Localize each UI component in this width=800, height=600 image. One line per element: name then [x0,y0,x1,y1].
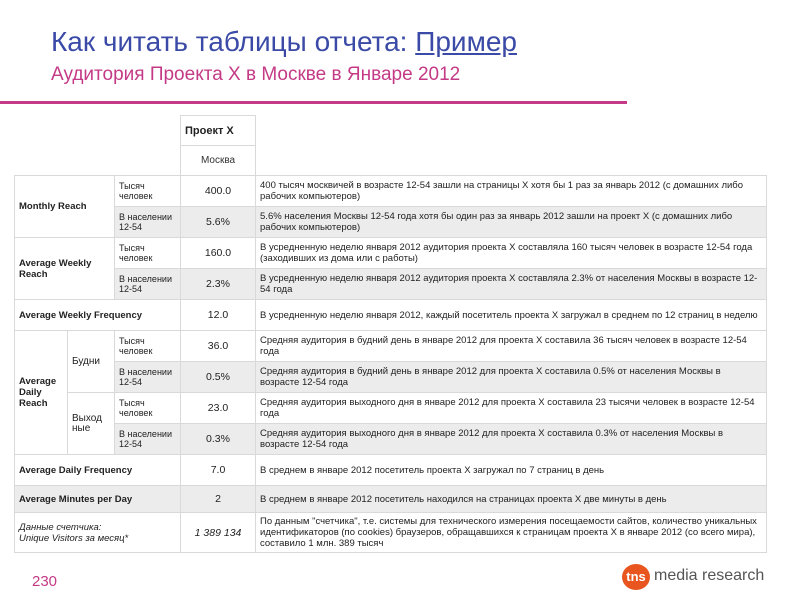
table-row: Данные счетчика: Unique Visitors за меся… [13,512,768,553]
counter-label-line1: Данные счетчика: [19,521,102,533]
description-cell: 5.6% населения Москвы 12-54 года хотя бы… [255,206,768,238]
example-link[interactable]: Пример [415,26,517,57]
description-cell: Средняя аудитория выходного дня в январе… [255,423,768,455]
table-row: В населении 12-54 5.6% 5.6% населения Мо… [15,206,768,238]
unit-label: В населении 12-54 [113,268,182,300]
title-divider [0,101,627,104]
description-cell: В усредненную неделю января 2012 аудитор… [255,268,768,300]
value-cell: 2.3% [180,268,257,300]
table-row: Average Weekly Frequency 12.0 В усреднен… [13,299,768,331]
description-cell: По данным "счетчика", т.е. системы для т… [255,512,768,553]
metric-label: Average Weekly Reach [14,237,115,300]
metric-label: Average Daily Reach [14,330,68,455]
unit-label: Тысяч человек [113,175,182,207]
header-row-project: Проект X [15,115,767,146]
value-cell: 23.0 [180,392,257,424]
table-row: Average Weekly Reach Тысяч человек 160.0… [14,237,768,300]
table-row: Average Daily Reach Будни Тысяч человек … [14,330,768,455]
description-cell: В усредненную неделю января 2012, каждый… [255,299,768,331]
description-cell: Средняя аудитория в будний день в январе… [255,330,768,362]
day-type-label: Выход ные [67,392,115,455]
page-title: Как читать таблицы отчета: Пример [51,26,517,58]
metric-label: Monthly Reach [14,175,115,238]
description-cell: Средняя аудитория в будний день в январе… [255,361,768,393]
value-cell: 400.0 [180,175,257,207]
description-cell: В усредненную неделю января 2012 аудитор… [255,237,768,269]
report-table: Проект X Москва Monthly Reach Тысяч чело… [13,115,768,553]
table-row: Выход ные Тысяч человек 23.0 Средняя ауд… [15,392,768,455]
day-type-label: Будни [67,330,115,393]
description-cell: Средняя аудитория выходного дня в январе… [255,392,768,424]
description-cell: 400 тысяч москвичей в возрасте 12-54 заш… [255,175,768,207]
unit-label: Тысяч человек [113,330,182,362]
value-cell: 12.0 [180,299,257,331]
logo-text: media research [654,567,765,584]
description-cell: В среднем в январе 2012 посетитель проек… [255,454,768,486]
page-subtitle: Аудитория Проекта X в Москве в Январе 20… [51,64,461,85]
unit-label: В населении 12-54 [113,361,182,393]
table-row: Average Minutes per Day 2 В среднем в ян… [13,485,768,513]
value-cell: 5.6% [180,206,257,238]
page-number: 230 [32,573,58,590]
description-cell: В среднем в январе 2012 посетитель наход… [255,485,768,513]
table-row: В населении 12-54 0.5% Средняя аудитория… [15,361,768,393]
unit-label: Тысяч человек [113,237,182,269]
unit-label: В населении 12-54 [113,423,182,455]
counter-label: Данные счетчика: Unique Visitors за меся… [13,512,182,553]
page-title-text: Как читать таблицы отчета: [51,26,416,57]
tns-logo: tns media research [622,563,782,591]
counter-label-line2: Unique Visitors за месяц* [19,532,129,544]
project-header: Проект X [180,115,257,146]
table-row: Average Daily Frequency 7.0 В среднем в … [13,454,768,486]
value-cell: 0.5% [180,361,257,393]
table-row: Monthly Reach Тысяч человек 400.0 400 ты… [14,175,768,238]
value-cell: 7.0 [180,454,257,486]
header-row-city: Москва [15,145,767,176]
unit-label: Тысяч человек [113,392,182,424]
city-header: Москва [180,145,257,176]
table-row: В населении 12-54 2.3% В усредненную нед… [15,268,768,300]
table-row: В населении 12-54 0.3% Средняя аудитория… [15,423,768,455]
unit-label: В населении 12-54 [113,206,182,238]
value-cell: 1 389 134 [180,512,257,553]
metric-label: Average Daily Frequency [13,454,182,486]
value-cell: 2 [180,485,257,513]
value-cell: 36.0 [180,330,257,362]
metric-label: Average Weekly Frequency [13,299,182,331]
value-cell: 160.0 [180,237,257,269]
metric-label: Average Minutes per Day [13,485,182,513]
tns-logo-icon: tns [622,564,650,590]
value-cell: 0.3% [180,423,257,455]
